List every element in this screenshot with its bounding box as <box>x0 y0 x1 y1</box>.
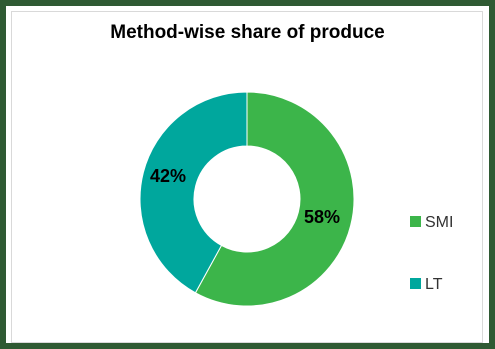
legend-label-smi: SMI <box>425 214 454 231</box>
legend-label-lt: LT <box>425 276 443 293</box>
legend-item-smi: SMI <box>410 214 453 232</box>
data-label-smi: 58% <box>304 207 340 227</box>
legend-item-lt: LT <box>410 276 442 294</box>
chart-title: Method-wise share of produce <box>110 22 385 43</box>
donut-slice-smi <box>194 91 355 307</box>
legend-swatch-lt <box>410 278 421 290</box>
data-label-lt: 42% <box>150 166 186 186</box>
legend-swatch-smi <box>410 216 421 228</box>
donut-slice-lt <box>139 91 248 294</box>
